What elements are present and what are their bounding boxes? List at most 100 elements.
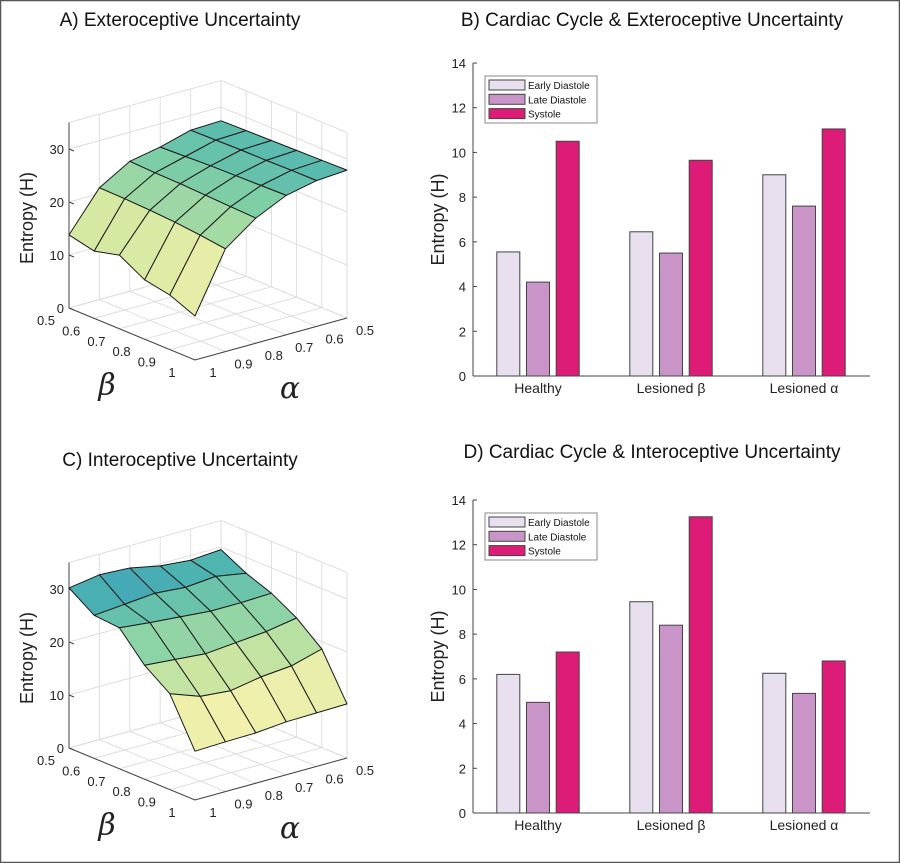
z-tick-label: 30: [50, 582, 64, 597]
y-tick-label: 4: [459, 717, 466, 732]
bar-early-diastole: [762, 672, 787, 814]
bar-systole: [555, 651, 580, 814]
bar-late-diastole: [526, 701, 550, 814]
gridline-floor-alpha: [220, 265, 348, 319]
z-axis-label: Entropy (H): [17, 172, 37, 264]
alpha-axis-label: α: [280, 371, 300, 406]
beta-tick-label: 0.7: [87, 774, 105, 789]
gridline-floor-beta: [94, 275, 247, 319]
panel-b: B) Cardiac Cycle & Exteroceptive Uncerta…: [428, 10, 870, 396]
chart-title: C) Interoceptive Uncertainty: [62, 450, 298, 471]
bar-late-diastole: [659, 252, 683, 377]
alpha-tick-label: 0.6: [326, 771, 344, 786]
z-tick-label: 10: [50, 248, 64, 263]
legend-label: Late Diastole: [528, 532, 587, 543]
gridline-floor-alpha: [190, 273, 317, 327]
alpha-tick-label: 0.7: [295, 340, 313, 355]
alpha-tick-label: 0.8: [265, 348, 283, 363]
floor-axes: [68, 307, 348, 361]
gridline-floor-alpha: [99, 739, 226, 793]
bar-systole: [821, 128, 846, 377]
legend-swatch: [488, 545, 526, 557]
gridline-floor-beta: [144, 736, 297, 780]
panel-a: A) Exteroceptive Uncertainty 0 10 20 30 0.5 0.…: [17, 10, 374, 406]
beta-tick-label: 0.7: [87, 334, 105, 349]
legend-label: Systole: [528, 110, 561, 121]
z-tick-label: 30: [50, 142, 64, 157]
gridline-floor-beta: [144, 296, 297, 340]
gridline-floor-alpha: [99, 299, 226, 353]
gridline-floor-beta: [169, 747, 322, 791]
alpha-tick-label: 0.5: [356, 763, 374, 778]
chart-title: B) Cardiac Cycle & Exteroceptive Uncerta…: [461, 10, 844, 31]
y-tick-label: 0: [459, 806, 466, 821]
bar-early-diastole: [496, 673, 521, 814]
y-tick-label: 6: [459, 672, 466, 687]
alpha-tick-label: 0.8: [265, 788, 283, 803]
bar-early-diastole: [496, 251, 521, 377]
category-label: Healthy: [514, 817, 561, 833]
bar-systole: [555, 140, 580, 377]
floor-axes: [68, 747, 348, 801]
beta-tick-label: 0.9: [138, 795, 156, 810]
y-axis-label: Entropy (H): [428, 173, 448, 265]
z-tick-label: 20: [50, 635, 64, 650]
z-tick-mark: [68, 254, 75, 258]
y-tick-label: 6: [459, 235, 466, 250]
alpha-tick-label: 0.9: [234, 797, 252, 812]
y-tick-label: 12: [452, 101, 466, 116]
z-axis-label: Entropy (H): [17, 612, 37, 704]
surface-patch: [169, 234, 226, 317]
gridline-floor-beta: [169, 307, 322, 351]
legend-swatch: [488, 79, 526, 91]
legend-label: Systole: [528, 547, 561, 558]
z-tick-label: 0: [57, 741, 64, 756]
alpha-axis-label: α: [280, 811, 300, 846]
bar-early-diastole: [629, 231, 654, 377]
legend-swatch: [488, 530, 526, 542]
y-tick-label: 4: [459, 280, 466, 295]
y-tick-label: 8: [459, 627, 466, 642]
y-tick-label: 12: [452, 538, 466, 553]
bar-early-diastole: [629, 601, 654, 814]
beta-tick-label: 1: [168, 365, 175, 380]
z-tick-label: 20: [50, 195, 64, 210]
gridline-floor-alpha: [129, 290, 256, 344]
surface-patch: [169, 693, 226, 752]
beta-tick-label: 0.8: [113, 784, 131, 799]
bar-late-diastole: [792, 205, 816, 377]
beta-tick-label: 0.9: [138, 355, 156, 370]
gridline-floor-alpha: [129, 730, 256, 784]
alpha-tick-label: 1: [209, 365, 216, 380]
y-tick-label: 14: [452, 493, 466, 508]
panel-d: D) Cardiac Cycle & Interoceptive Uncerta…: [428, 442, 870, 833]
legend-label: Early Diastole: [528, 81, 590, 92]
alpha-tick-label: 0.5: [356, 323, 374, 338]
z-tick-mark: [68, 201, 75, 205]
y-tick-label: 10: [452, 145, 466, 160]
y-tick-label: 8: [459, 190, 466, 205]
bar-systole: [821, 660, 846, 814]
y-tick-label: 2: [459, 324, 466, 339]
bar-early-diastole: [762, 174, 787, 377]
beta-tick-label: 0.6: [62, 763, 80, 778]
category-label: Lesioned α: [770, 380, 839, 396]
beta-axis-label: β: [97, 368, 115, 403]
legend-swatch: [488, 516, 526, 528]
legend-swatch: [488, 93, 526, 105]
alpha-tick-label: 0.9: [234, 357, 252, 372]
y-tick-label: 10: [452, 582, 466, 597]
legend-swatch: [488, 108, 526, 120]
category-label: Lesioned β: [637, 817, 706, 833]
bar-systole: [688, 159, 713, 377]
legend-label: Early Diastole: [528, 518, 590, 529]
category-label: Healthy: [514, 380, 561, 396]
beta-axis-label: β: [97, 808, 115, 843]
z-tick-label: 10: [50, 688, 64, 703]
y-axis-label: Entropy (H): [428, 610, 448, 702]
y-tick-label: 14: [452, 56, 466, 71]
z-tick-mark: [68, 747, 75, 751]
category-label: Lesioned α: [770, 817, 839, 833]
gridline-floor-alpha: [160, 722, 287, 776]
